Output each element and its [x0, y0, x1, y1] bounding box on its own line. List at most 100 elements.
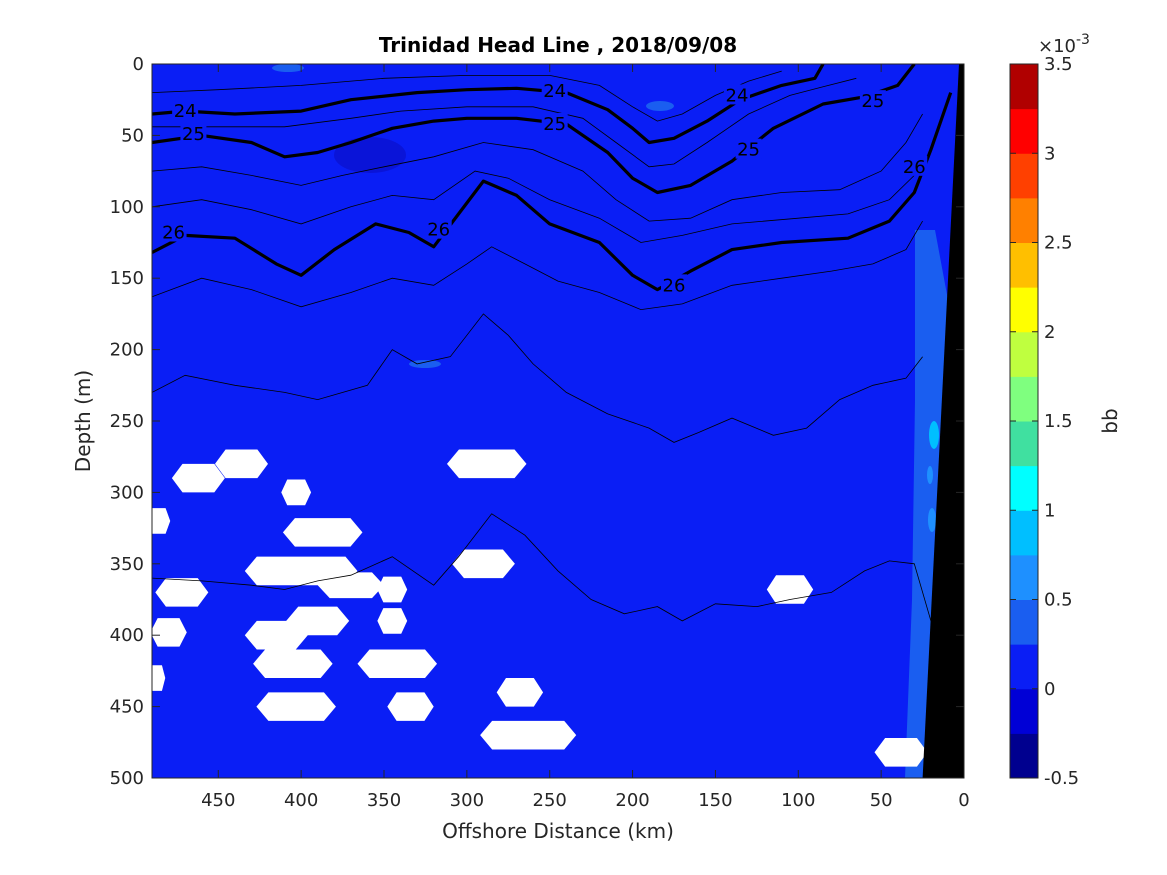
contour-label-bg: [661, 274, 687, 295]
no-data-region: [171, 463, 225, 493]
contour-label-bg: [160, 221, 187, 242]
no-data-region: [387, 692, 434, 721]
colorbar: 3.5 3 2.5 2 1.5 1 0.5 0 -0.5: [1010, 54, 1079, 789]
colorbar-exponent: ×10-3: [1038, 32, 1090, 57]
colorbar-segment: [1010, 64, 1038, 110]
no-data-region: [874, 738, 928, 767]
no-data-region: [377, 608, 408, 634]
no-data-region: [152, 665, 166, 691]
colorbar-segment: [1010, 331, 1038, 377]
y-axis-label: Depth (m): [71, 370, 95, 472]
y-tick-label: 100: [110, 197, 144, 218]
colorbar-segment: [1010, 599, 1038, 645]
y-tick-label: 0: [133, 54, 144, 75]
contour-label: 26: [663, 275, 686, 296]
no-data-region: [480, 720, 577, 750]
no-data-region: [377, 576, 408, 603]
x-tick-label: 200: [615, 790, 649, 811]
contour-label-bg: [735, 138, 762, 159]
y-tick-label: 350: [110, 554, 144, 575]
blank-regions: [152, 449, 928, 767]
colorbar-frame: [1009, 63, 1039, 779]
no-data-region: [451, 549, 515, 579]
no-data-region: [256, 692, 336, 721]
y-tick-label: 300: [110, 482, 144, 503]
y-tick-label: 150: [110, 268, 144, 289]
contour-label: 24: [726, 85, 749, 106]
dark-patch: [334, 137, 406, 173]
contour-label-bg: [901, 155, 928, 176]
contour-label-bg: [723, 84, 750, 105]
nearshore-peak: [929, 421, 939, 449]
no-data-region: [152, 618, 187, 647]
thin-contour-line: [152, 77, 857, 168]
colorbar-tick-label: 0.5: [1044, 590, 1073, 611]
x-tick-label: 400: [284, 790, 318, 811]
colorbar-tick-label: -0.5: [1044, 768, 1079, 789]
colorbar-tick-label: 0: [1044, 679, 1055, 700]
no-data-region: [357, 649, 438, 679]
colorbar-segment: [1010, 287, 1038, 333]
colorbar-segment: [1010, 465, 1038, 511]
y-tick-label: 50: [121, 125, 144, 146]
contour-label-bg: [425, 218, 452, 239]
thin-contour-line: [152, 513, 932, 622]
colorbar-segment: [1010, 153, 1038, 199]
contour-label: 26: [903, 157, 926, 178]
x-tick-label: 50: [870, 790, 893, 811]
colorbar-segment: [1010, 108, 1038, 154]
colorbar-label: bb: [1098, 408, 1122, 433]
y-axis: 0 50 100 150 200 250 300 350 400 450 500: [110, 54, 964, 789]
colorbar-segment: [1010, 421, 1038, 467]
chart-title: Trinidad Head Line , 2018/09/08: [379, 33, 737, 57]
contour-label-bg: [541, 112, 568, 133]
thin-contour-line: [152, 113, 923, 222]
contour-label-bg: [172, 100, 199, 121]
no-data-region: [281, 479, 312, 506]
no-data-region: [253, 649, 333, 679]
no-data-region: [766, 575, 814, 604]
thin-contour-line: [152, 220, 923, 311]
colorbar-segment: [1010, 733, 1038, 779]
colorbar-exponent-power: -3: [1076, 32, 1090, 48]
colorbar-segment: [1010, 376, 1038, 422]
no-data-region: [286, 606, 350, 636]
colorbar-tick-label: 2.5: [1044, 233, 1073, 254]
colorbar-segment: [1010, 197, 1038, 244]
x-tick-label: 250: [533, 790, 567, 811]
light-patch: [409, 360, 441, 368]
colorbar-segment: [1010, 242, 1038, 288]
no-data-region: [244, 620, 308, 650]
light-patch: [646, 101, 674, 111]
thin-contour-line: [152, 70, 782, 122]
nearshore-peak: [927, 466, 933, 484]
colorbar-tick-label: 2: [1044, 322, 1055, 343]
x-tick-label: 100: [781, 790, 815, 811]
no-data-region: [446, 449, 527, 479]
y-tick-label: 450: [110, 697, 144, 718]
contour-26: [152, 92, 953, 292]
no-data-region: [152, 508, 171, 534]
y-tick-label: 200: [110, 340, 144, 361]
no-data-region: [282, 518, 363, 547]
contour-label: 26: [162, 223, 185, 244]
thin-contour-line: [152, 313, 923, 443]
contour-label: 25: [737, 140, 760, 161]
contour-label-bg: [859, 90, 886, 111]
x-tick-label: 300: [450, 790, 484, 811]
light-patch: [272, 64, 304, 72]
y-tick-label: 250: [110, 411, 144, 432]
colorbar-tick-label: 1.5: [1044, 411, 1073, 432]
colorbar-segment: [1010, 510, 1038, 556]
thin-contours: [152, 70, 932, 622]
colorbar-segment: [1010, 644, 1038, 690]
contour-label: 25: [182, 124, 205, 145]
contour-label: 24: [543, 81, 566, 102]
contour-label: 26: [427, 220, 450, 241]
colorbar-tick-label: 3.5: [1044, 54, 1073, 75]
no-data-region: [496, 678, 544, 707]
no-data-region: [155, 578, 209, 607]
x-tick-label: 350: [367, 790, 401, 811]
no-data-region: [317, 572, 384, 599]
